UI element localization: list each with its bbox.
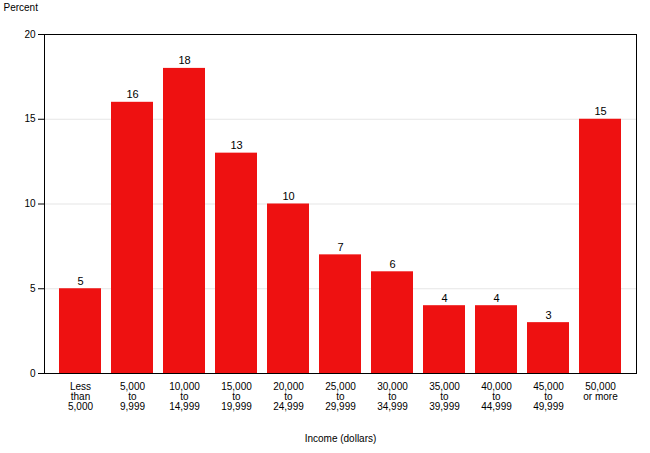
svg-text:20,000to24,999: 20,000to24,999 xyxy=(273,381,304,412)
svg-text:35,000to39,999: 35,000to39,999 xyxy=(429,381,460,412)
svg-text:10: 10 xyxy=(282,190,294,202)
svg-text:40,000to44,999: 40,000to44,999 xyxy=(481,381,512,412)
svg-text:16: 16 xyxy=(126,88,138,100)
svg-text:25,000to29,999: 25,000to29,999 xyxy=(325,381,356,412)
svg-text:10,000to14,999: 10,000to14,999 xyxy=(169,381,200,412)
svg-text:5: 5 xyxy=(77,275,83,287)
svg-text:10: 10 xyxy=(24,198,36,209)
svg-text:5,000to9,999: 5,000to9,999 xyxy=(120,381,145,412)
svg-text:6: 6 xyxy=(389,258,395,270)
svg-text:7: 7 xyxy=(337,241,343,253)
svg-text:18: 18 xyxy=(178,54,190,66)
svg-text:Lessthan5,000: Lessthan5,000 xyxy=(68,381,93,412)
svg-text:Income (dollars): Income (dollars) xyxy=(305,433,377,444)
svg-text:15,000to19,999: 15,000to19,999 xyxy=(221,381,252,412)
svg-text:4: 4 xyxy=(441,292,447,304)
svg-text:30,000to34,999: 30,000to34,999 xyxy=(377,381,408,412)
svg-text:Percent: Percent xyxy=(4,2,39,13)
svg-text:3: 3 xyxy=(545,309,551,321)
svg-text:20: 20 xyxy=(24,29,36,40)
svg-text:45,000to49,999: 45,000to49,999 xyxy=(533,381,564,412)
svg-text:50,000or more: 50,000or more xyxy=(583,381,618,402)
svg-text:15: 15 xyxy=(594,105,606,117)
svg-text:13: 13 xyxy=(230,139,242,151)
svg-text:5: 5 xyxy=(30,283,36,294)
svg-text:0: 0 xyxy=(30,368,36,379)
svg-text:4: 4 xyxy=(493,292,499,304)
svg-text:15: 15 xyxy=(24,113,36,124)
